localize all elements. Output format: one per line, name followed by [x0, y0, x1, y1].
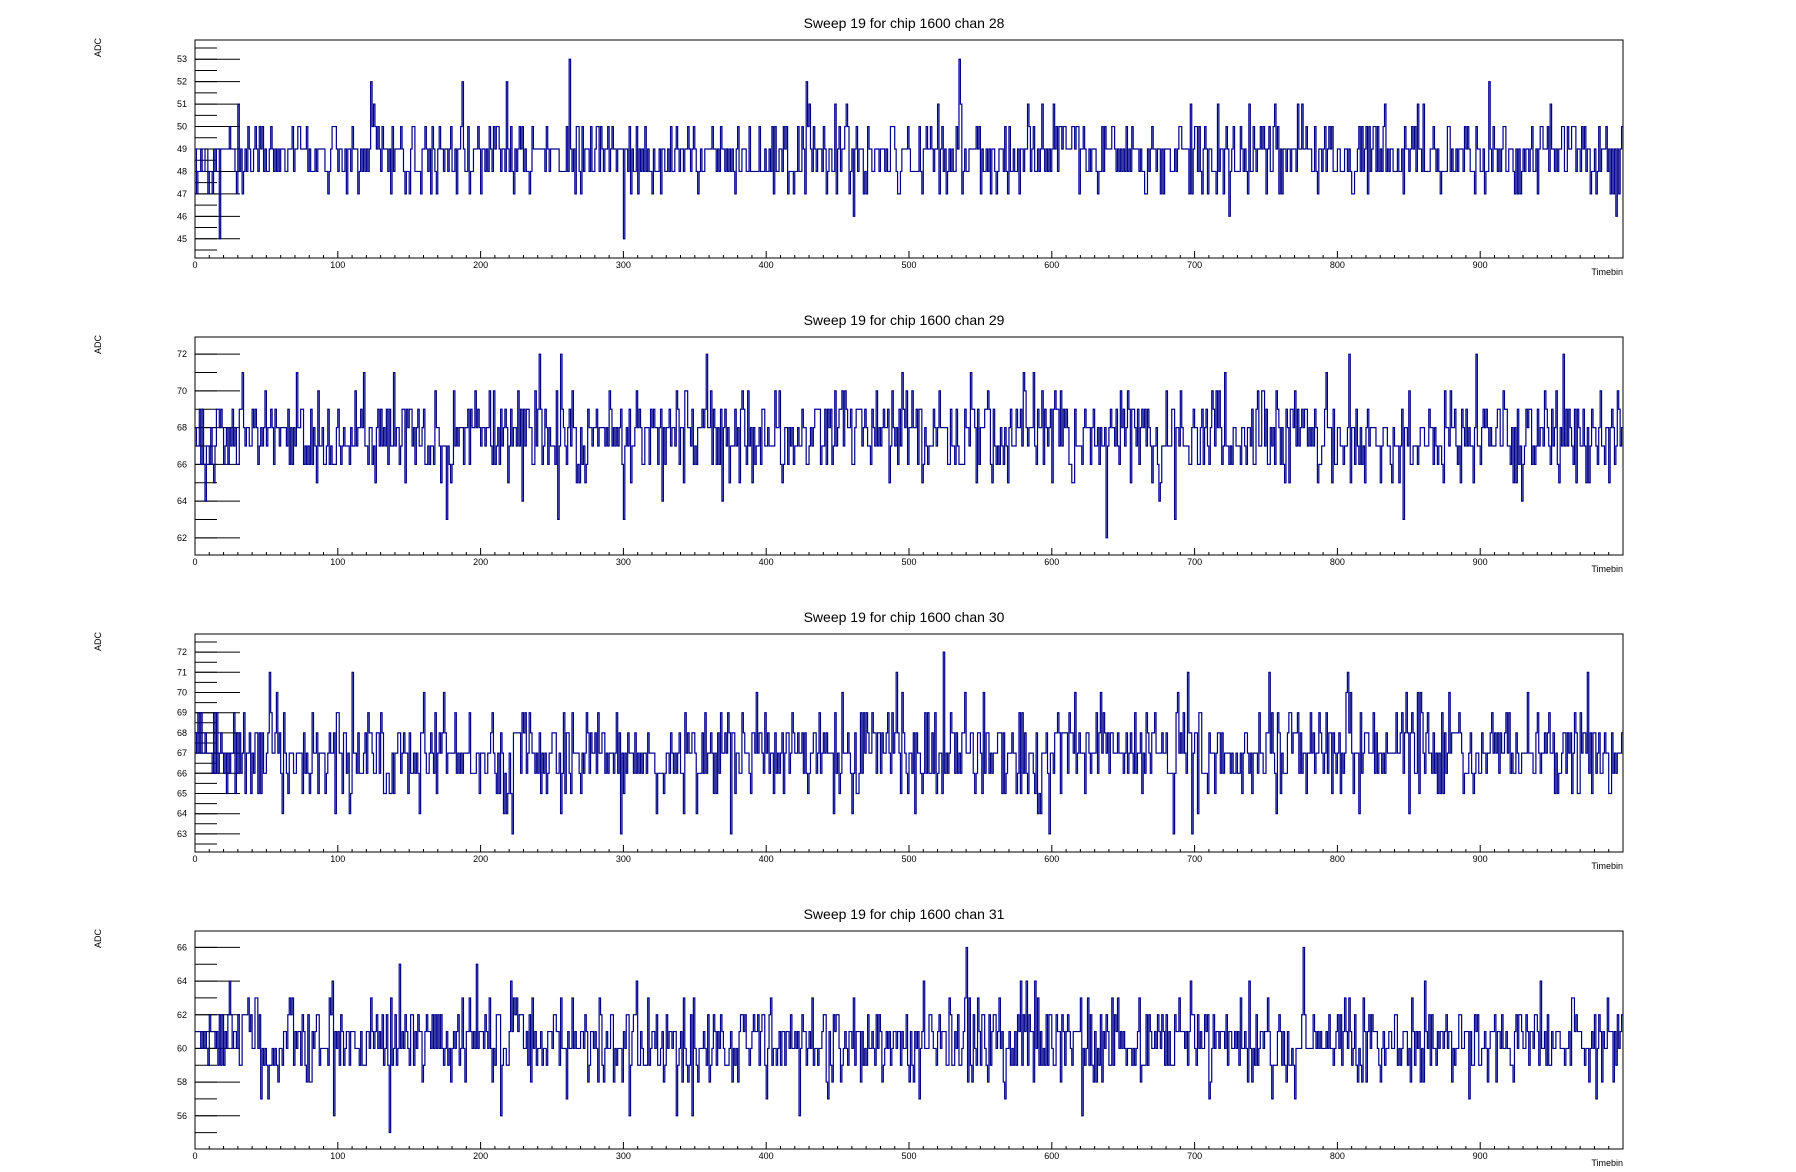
x-axis-label: Timebin [1591, 1158, 1623, 1168]
x-tick-label: 100 [330, 1151, 345, 1161]
x-tick-label: 400 [759, 557, 774, 567]
x-tick-label: 400 [759, 260, 774, 270]
x-tick-label: 900 [1473, 1151, 1488, 1161]
x-tick-label: 800 [1330, 557, 1345, 567]
y-tick-label: 64 [177, 976, 187, 986]
x-tick-label: 600 [1044, 557, 1059, 567]
x-tick-label: 600 [1044, 260, 1059, 270]
y-tick-label: 56 [177, 1111, 187, 1121]
y-tick-label: 60 [177, 1043, 187, 1053]
y-tick-label: 52 [177, 77, 187, 87]
x-axis-label: Timebin [1591, 861, 1623, 871]
y-tick-label: 66 [177, 768, 187, 778]
y-tick-label: 47 [177, 189, 187, 199]
y-tick-label: 72 [177, 349, 187, 359]
y-tick-label: 64 [177, 809, 187, 819]
x-tick-label: 100 [330, 854, 345, 864]
chart-title: Sweep 19 for chip 1600 chan 31 [804, 906, 1005, 922]
x-tick-label: 500 [901, 557, 916, 567]
y-tick-label: 71 [177, 667, 187, 677]
y-tick-label: 68 [177, 423, 187, 433]
x-tick-label: 0 [192, 260, 197, 270]
x-tick-label: 200 [473, 1151, 488, 1161]
x-axis-label: Timebin [1591, 564, 1623, 574]
chart-panel-2: Sweep 19 for chip 1600 chan 30 ADC Timebin… [93, 609, 1624, 871]
y-tick-label: 62 [177, 533, 187, 543]
series-line [195, 353, 1623, 539]
x-tick-label: 0 [192, 1151, 197, 1161]
x-tick-label: 700 [1187, 557, 1202, 567]
y-tick-label: 65 [177, 789, 187, 799]
x-tick-label: 500 [901, 854, 916, 864]
x-tick-label: 700 [1187, 260, 1202, 270]
y-tick-label: 72 [177, 647, 187, 657]
x-tick-label: 500 [901, 1151, 916, 1161]
chart-panel-3: Sweep 19 for chip 1600 chan 31 ADC Timebin… [93, 906, 1624, 1168]
plot-frame [194, 930, 1624, 1150]
chart-title: Sweep 19 for chip 1600 chan 30 [804, 609, 1005, 625]
chart-panel-0: Sweep 19 for chip 1600 chan 28 ADC Timebin… [93, 15, 1624, 277]
chart-title: Sweep 19 for chip 1600 chan 28 [804, 15, 1005, 31]
x-tick-label: 400 [759, 854, 774, 864]
y-tick-label: 62 [177, 1010, 187, 1020]
y-tick-label: 66 [177, 459, 187, 469]
x-tick-label: 0 [192, 557, 197, 567]
x-tick-label: 0 [192, 854, 197, 864]
x-tick-label: 900 [1473, 854, 1488, 864]
y-tick-label: 70 [177, 386, 187, 396]
y-tick-label: 46 [177, 211, 187, 221]
y-tick-label: 51 [177, 99, 187, 109]
y-tick-label: 63 [177, 829, 187, 839]
x-tick-label: 600 [1044, 854, 1059, 864]
y-axis-label: ADC [93, 929, 103, 949]
y-tick-label: 50 [177, 122, 187, 132]
x-tick-label: 800 [1330, 260, 1345, 270]
x-tick-label: 500 [901, 260, 916, 270]
x-tick-label: 900 [1473, 557, 1488, 567]
y-axis-label: ADC [93, 335, 103, 355]
x-tick-label: 700 [1187, 1151, 1202, 1161]
y-tick-label: 67 [177, 748, 187, 758]
y-tick-label: 69 [177, 708, 187, 718]
chart-panel-1: Sweep 19 for chip 1600 chan 29 ADC Timebin… [93, 312, 1624, 574]
x-tick-label: 200 [473, 260, 488, 270]
x-tick-label: 800 [1330, 1151, 1345, 1161]
y-tick-label: 49 [177, 144, 187, 154]
x-tick-label: 200 [473, 557, 488, 567]
y-tick-label: 66 [177, 942, 187, 952]
y-tick-label: 53 [177, 54, 187, 64]
y-tick-label: 45 [177, 234, 187, 244]
x-tick-label: 300 [616, 854, 631, 864]
x-tick-label: 300 [616, 557, 631, 567]
series-line [195, 651, 1623, 835]
series-line [195, 946, 1623, 1134]
x-tick-label: 700 [1187, 854, 1202, 864]
x-tick-label: 400 [759, 1151, 774, 1161]
x-axis-label: Timebin [1591, 267, 1623, 277]
x-tick-label: 300 [616, 1151, 631, 1161]
y-tick-label: 64 [177, 496, 187, 506]
x-tick-label: 300 [616, 260, 631, 270]
x-tick-label: 200 [473, 854, 488, 864]
y-axis-label: ADC [93, 632, 103, 652]
x-tick-label: 100 [330, 260, 345, 270]
chart-title: Sweep 19 for chip 1600 chan 29 [804, 312, 1005, 328]
x-tick-label: 900 [1473, 260, 1488, 270]
x-tick-label: 800 [1330, 854, 1345, 864]
x-tick-label: 100 [330, 557, 345, 567]
y-tick-label: 70 [177, 688, 187, 698]
y-axis-label: ADC [93, 38, 103, 58]
x-tick-label: 600 [1044, 1151, 1059, 1161]
series-line [195, 58, 1623, 240]
y-tick-label: 68 [177, 728, 187, 738]
y-tick-label: 58 [177, 1077, 187, 1087]
y-tick-label: 48 [177, 166, 187, 176]
